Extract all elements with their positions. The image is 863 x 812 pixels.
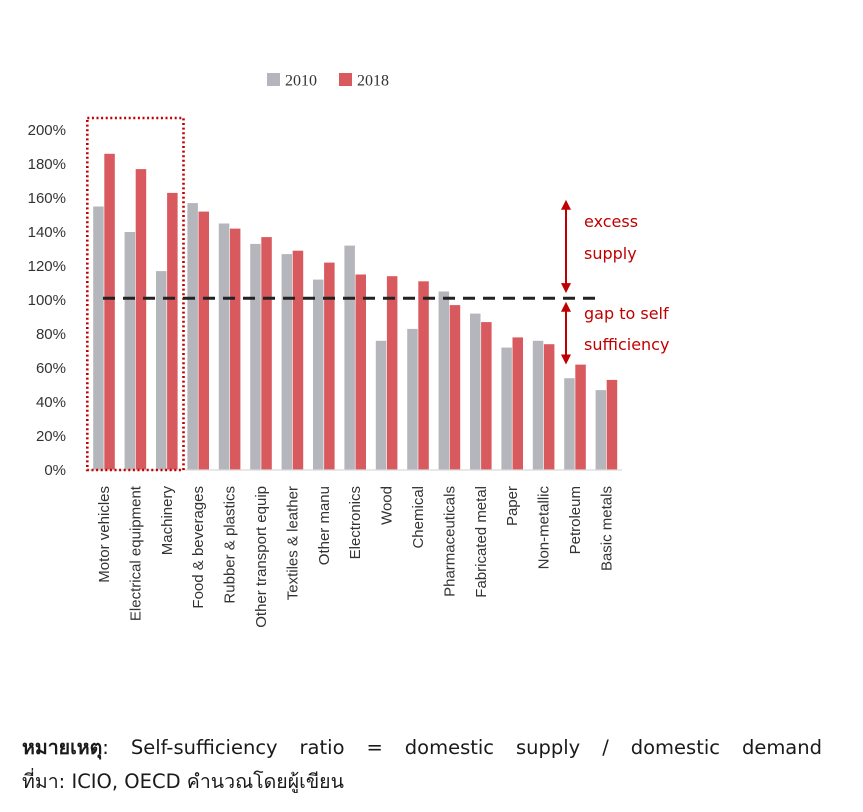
source-line: ที่มา: ICIO, OECD คำนวณโดยผู้เขียน — [22, 765, 822, 799]
annotation-gap-line-1: sufficiency — [584, 335, 669, 354]
x-tick-label: Paper — [504, 486, 521, 526]
bar-2018-10 — [418, 281, 429, 470]
bar-2010-2 — [156, 271, 167, 470]
bar-2018-13 — [512, 337, 523, 470]
x-tick-label: Non-metallic — [536, 486, 553, 570]
bar-2010-5 — [250, 243, 261, 470]
note-text: : Self-sufficiency ratio = domestic supp… — [102, 736, 822, 759]
x-tick-label: Electronics — [347, 486, 364, 559]
source-text: : ICIO, OECD คำนวณโดยผู้เขียน — [58, 770, 344, 793]
bar-2010-0 — [93, 206, 104, 470]
bar-2010-7 — [313, 279, 324, 470]
note-line: หมายเหตุ: Self-sufficiency ratio = domes… — [22, 731, 822, 765]
legend-label-2010: 2010 — [285, 73, 317, 90]
x-tick-label: Petroleum — [567, 486, 584, 554]
footnote: หมายเหตุ: Self-sufficiency ratio = domes… — [22, 731, 822, 799]
x-tick-label: Electrical equipment — [127, 485, 144, 621]
highlight-box — [86, 116, 185, 472]
bar-2018-0 — [104, 153, 115, 471]
bar-2018-1 — [135, 169, 147, 470]
bar-2010-16 — [595, 390, 607, 470]
chart-container: 2010 2018 0% 20% 40% 60% 80% 100% 120% 140% 160% 18… — [28, 73, 670, 628]
bar-2010-13 — [501, 347, 512, 470]
bar-2018-9 — [386, 276, 398, 470]
y-tick-label: 180% — [28, 156, 66, 173]
bar-2018-7 — [324, 262, 335, 470]
x-tick-label: Other transport equip — [253, 486, 270, 628]
bar-2018-3 — [198, 211, 209, 470]
bar-2018-6 — [292, 250, 304, 470]
note-text-wrap: หมายเหตุ: Self-sufficiency ratio = domes… — [22, 731, 822, 765]
y-tick-label: 140% — [28, 224, 66, 241]
x-tick-label: Machinery — [159, 486, 176, 556]
annotation-excess-line-0: excess — [584, 212, 638, 231]
bar-2010-15 — [564, 378, 575, 470]
bar-chart: 2010 2018 0% 20% 40% 60% 80% 100% 120% 140% 160% 18… — [28, 73, 670, 628]
x-tick-label: Fabricated metal — [473, 486, 490, 598]
bar-2010-1 — [124, 232, 136, 470]
legend-swatch-2018 — [339, 73, 352, 86]
x-tick-label: Food & beverages — [190, 486, 207, 609]
bar-2018-2 — [167, 192, 178, 470]
y-tick-label: 80% — [36, 326, 66, 343]
x-tick-label: Chemical — [410, 486, 427, 549]
bar-2018-4 — [229, 228, 241, 470]
bar-2018-15 — [575, 364, 586, 470]
annotation-excess-line-1: supply — [584, 244, 637, 263]
bar-2010-4 — [218, 223, 230, 470]
bar-2018-16 — [606, 379, 618, 470]
y-tick-label: 120% — [28, 258, 66, 275]
bar-2018-11 — [449, 305, 461, 470]
bar-2018-12 — [481, 322, 492, 470]
bar-2018-5 — [261, 237, 272, 470]
y-tick-label: 40% — [36, 394, 66, 411]
bar-2010-12 — [470, 313, 481, 470]
annotation-gap-line-0: gap to self — [584, 304, 669, 323]
x-tick-label: Motor vehicles — [96, 486, 113, 583]
y-tick-label: 160% — [28, 190, 66, 207]
bar-2018-8 — [355, 274, 366, 470]
bar-2010-6 — [281, 254, 293, 470]
y-tick-label: 20% — [36, 428, 66, 445]
x-tick-label: Other manu — [316, 486, 333, 565]
source-label: ที่มา — [22, 770, 59, 793]
bar-2018-14 — [543, 344, 555, 470]
note-label: หมายเหตุ — [22, 736, 103, 759]
legend-swatch-2010 — [267, 73, 280, 86]
x-tick-label: Wood — [379, 486, 396, 525]
x-tick-label: Pharmaceuticals — [441, 486, 458, 597]
y-tick-label: 200% — [28, 122, 66, 139]
y-tick-label: 0% — [44, 462, 66, 479]
bar-2010-10 — [407, 328, 418, 470]
legend-label-2018: 2018 — [357, 73, 389, 90]
bar-2010-3 — [187, 203, 198, 470]
bar-2010-8 — [344, 245, 355, 470]
bar-2010-14 — [532, 340, 544, 470]
x-tick-label: Textiles & leather — [284, 486, 301, 600]
y-tick-label: 100% — [28, 292, 66, 309]
y-tick-label: 60% — [36, 360, 66, 377]
bar-2010-11 — [438, 291, 450, 470]
x-tick-label: Basic metals — [598, 486, 615, 571]
x-tick-label: Rubber & plastics — [222, 486, 239, 604]
bar-2010-9 — [375, 340, 387, 470]
